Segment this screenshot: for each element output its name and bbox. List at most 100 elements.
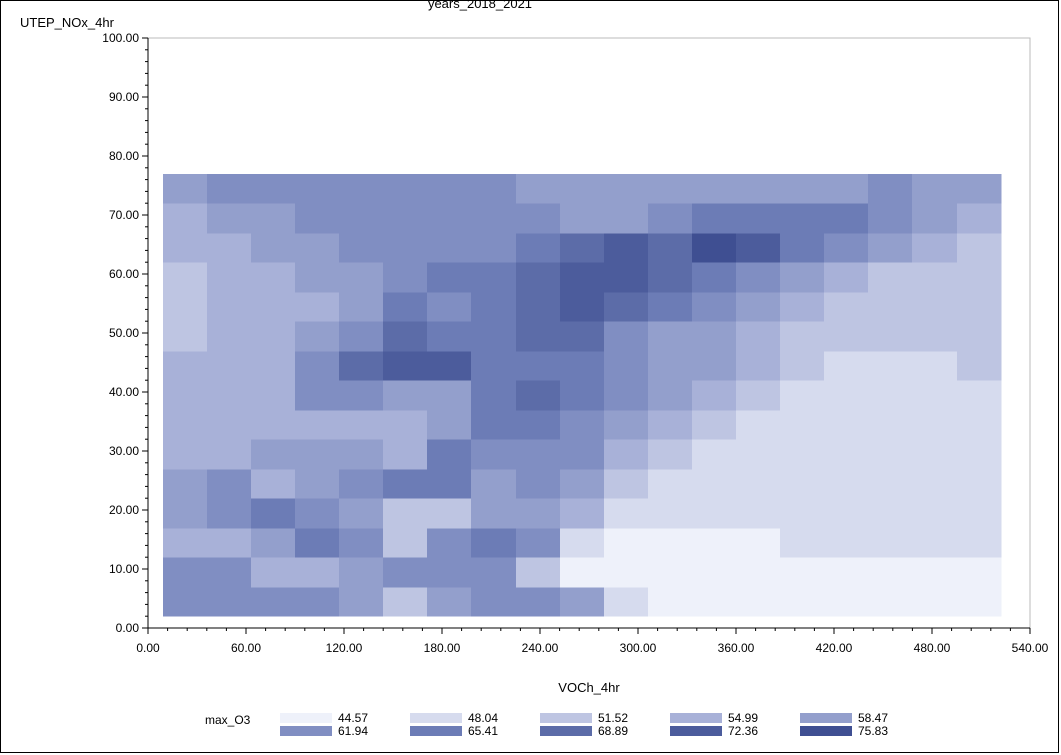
heatmap-cell (339, 410, 384, 440)
heatmap-cell (207, 469, 252, 499)
heatmap-cell (957, 587, 1002, 617)
heatmap-cell (471, 587, 517, 617)
legend-swatch (540, 713, 592, 723)
heatmap-cell (868, 528, 913, 558)
y-tick-label: 100.00 (102, 31, 139, 45)
heatmap-cell (516, 174, 561, 204)
heatmap-cell (604, 439, 649, 470)
heatmap-cell (163, 321, 208, 352)
heatmap-cell (736, 292, 781, 322)
heatmap-cell (957, 292, 1002, 322)
legend-label: 61.94 (338, 724, 368, 738)
heatmap-cell (471, 203, 517, 234)
heatmap-cell (692, 439, 737, 470)
heatmap-cell (868, 410, 913, 440)
color-legend: max_O3 44.57 48.04 51.52 54.99 58.47 61.94 65.… (205, 711, 888, 738)
legend-label: 44.57 (338, 711, 368, 725)
legend-label: 68.89 (598, 724, 628, 738)
heatmap-cell (383, 262, 428, 293)
heatmap-cell (912, 380, 958, 411)
heatmap-cell (427, 410, 472, 440)
heatmap-cell (339, 292, 384, 322)
heatmap-cell (560, 557, 605, 588)
x-tick-label: 240.00 (522, 641, 559, 655)
heatmap-cell (868, 292, 913, 322)
heatmap-cell (383, 203, 428, 234)
legend-swatch (410, 726, 462, 736)
heatmap-cell (295, 262, 340, 293)
heatmap-cell (957, 321, 1002, 352)
heatmap-cell (648, 233, 693, 263)
heatmap-cell (560, 439, 605, 470)
heatmap-cell (339, 351, 384, 381)
heatmap-cell (604, 321, 649, 352)
heatmap-cell (427, 557, 472, 588)
heatmap-cell (736, 557, 781, 588)
heatmap-cell (824, 469, 869, 499)
heatmap-cell (383, 469, 428, 499)
heatmap-cell (604, 469, 649, 499)
heatmap-cell (692, 469, 737, 499)
heatmap-cell (692, 233, 737, 263)
legend-label: 48.04 (468, 711, 498, 725)
heatmap-cell (560, 498, 605, 529)
y-tick-label: 50.00 (109, 326, 139, 340)
heatmap-cell (163, 174, 208, 204)
heatmap-cell (868, 498, 913, 529)
heatmap-cell (163, 233, 208, 263)
heatmap-cell (163, 203, 208, 234)
y-tick-label: 0.00 (116, 621, 140, 635)
heatmap-cell (957, 557, 1002, 588)
heatmap-cell (383, 498, 428, 529)
heatmap-cell (163, 380, 208, 411)
heatmap-cell (648, 410, 693, 440)
heatmap-cell (957, 498, 1002, 529)
y-tick-label: 40.00 (109, 385, 139, 399)
heatmap-cell (427, 439, 472, 470)
x-tick-label: 480.00 (914, 641, 951, 655)
y-tick-label: 10.00 (109, 562, 139, 576)
heatmap-cell (251, 262, 296, 293)
legend-label: 54.99 (728, 711, 758, 725)
heatmap-cell (427, 528, 472, 558)
heatmap-cell (692, 351, 737, 381)
heatmap-cell (207, 262, 252, 293)
heatmap-cell (251, 469, 296, 499)
legend-label: 51.52 (598, 711, 628, 725)
heatmap-cell (516, 410, 561, 440)
heatmap-cell (824, 321, 869, 352)
heatmap-cell (427, 203, 472, 234)
legend-label: 65.41 (468, 724, 498, 738)
heatmap-cell (295, 351, 340, 381)
heatmap-cell (736, 262, 781, 293)
x-tick-label: 60.00 (231, 641, 261, 655)
legend-label: 72.36 (728, 724, 758, 738)
heatmap-cell (295, 587, 340, 617)
heatmap-cell (560, 410, 605, 440)
heatmap-cell (163, 498, 208, 529)
heatmap-cell (824, 351, 869, 381)
heatmap-cell (604, 203, 649, 234)
legend-label: 58.47 (858, 711, 888, 725)
heatmap-cell (868, 351, 913, 381)
heatmap-cell (295, 528, 340, 558)
heatmap-cell (427, 321, 472, 352)
heatmap-cell (957, 174, 1002, 204)
heatmap-cell (560, 528, 605, 558)
heatmap-cell (824, 410, 869, 440)
heatmap-cell (824, 292, 869, 322)
heatmap-cell (471, 528, 517, 558)
heatmap-cell (560, 351, 605, 381)
heatmap-cell (427, 498, 472, 529)
heatmap-cell (648, 262, 693, 293)
heatmap-cell (251, 203, 296, 234)
x-tick-label: 360.00 (718, 641, 755, 655)
heatmap-cell (957, 469, 1002, 499)
heatmap-cell (295, 174, 340, 204)
heatmap-cell (251, 557, 296, 588)
legend-swatch (670, 713, 722, 723)
heatmap-cell (604, 174, 649, 204)
heatmap-cell (427, 587, 472, 617)
heatmap-cell (957, 233, 1002, 263)
heatmap-cell (736, 174, 781, 204)
